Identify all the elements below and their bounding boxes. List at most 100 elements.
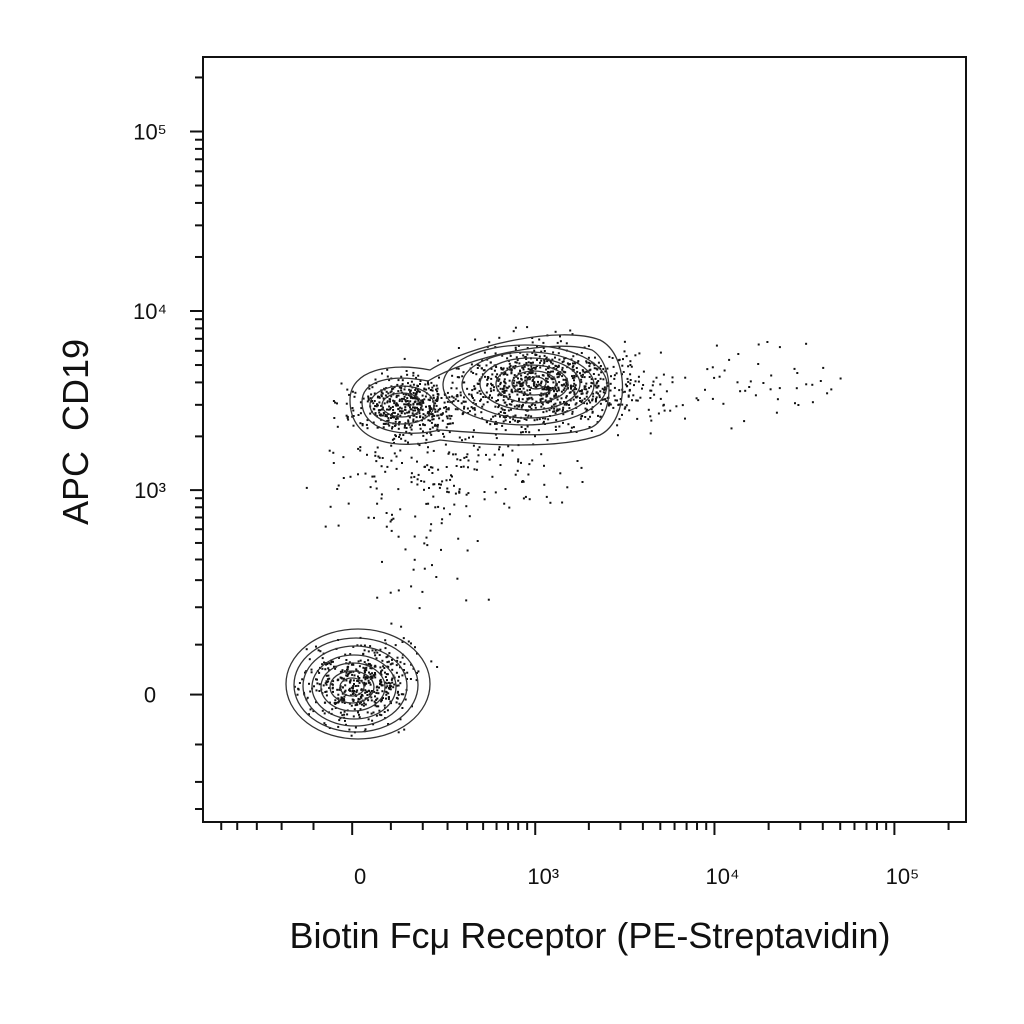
event-dot [406,400,409,402]
event-dot [583,371,586,374]
event-dot [416,483,419,486]
event-dot [437,505,440,508]
event-dot [613,386,616,389]
event-dot [453,484,455,487]
event-dot [328,669,331,672]
event-dot [573,379,575,382]
event-dot [384,681,387,684]
event-dot [451,401,453,404]
event-dot [446,487,449,490]
event-dot [574,396,577,399]
event-dot [657,412,660,415]
event-dot [361,703,363,706]
event-dot [400,437,403,440]
event-dot [371,719,374,722]
event-dot [561,361,564,363]
event-dot [416,478,419,481]
event-dot [597,361,600,364]
event-dot [530,396,533,399]
event-dot [554,412,557,415]
event-dot [432,384,435,387]
event-dot [604,398,607,401]
event-dot [541,403,544,406]
event-dot [581,369,584,372]
event-dot [523,418,526,420]
event-dot [424,383,427,386]
event-dot [367,650,370,653]
event-dot [601,409,604,412]
event-dot [587,418,590,421]
event-dot [437,414,440,417]
event-dot [395,701,398,704]
event-dot [392,399,395,402]
event-dot [332,660,334,663]
event-dot [414,393,417,396]
event-dot [404,422,407,425]
event-dot [492,389,495,392]
event-dot [305,648,308,651]
event-dot [441,419,444,422]
event-dot [523,365,526,368]
event-dot [358,713,360,716]
event-dot [423,424,426,427]
event-dot [529,389,531,391]
event-dot [532,361,534,364]
event-dot [386,465,389,468]
event-dot [432,495,435,498]
event-dot [631,399,633,402]
event-dot [576,370,579,373]
event-dot [384,422,387,425]
event-dot [366,675,369,678]
event-dot [681,404,684,407]
event-dot [506,373,509,376]
event-dot [555,365,558,368]
event-dot [590,430,593,432]
event-dot [423,567,426,570]
event-dot [397,679,400,682]
event-dot [357,660,360,663]
event-dot [514,365,517,367]
event-dot [348,689,351,692]
event-dot [609,389,612,392]
event-dot [509,368,512,371]
event-dot [342,477,345,479]
event-dot [574,403,577,406]
contour [495,364,569,404]
event-dot [543,464,545,467]
event-dot [581,392,584,395]
event-dot [357,700,360,703]
event-dot [376,396,379,399]
event-dot [575,402,578,405]
event-dot [387,408,390,411]
event-dot [397,589,400,592]
event-dot [374,649,377,652]
event-dot [581,389,583,392]
event-dot [448,422,451,425]
event-dot [587,344,590,347]
event-dot [528,397,531,400]
event-dot [418,390,421,393]
event-dot [386,655,389,658]
event-dot [805,383,808,386]
event-dot [563,371,566,374]
event-dot [355,703,358,705]
event-dot [603,386,606,389]
event-dot [338,700,341,703]
event-dot [601,387,604,390]
event-dot [381,560,383,563]
event-dot [468,515,471,518]
event-dot [412,409,415,412]
x-axis-label: Biotin Fcμ Receptor (PE-Streptavidin) [290,915,891,956]
event-dot [429,389,432,391]
event-dot [504,429,507,432]
event-dot [503,391,506,394]
event-dot [492,415,495,418]
event-dot [427,411,430,413]
event-dot [405,430,408,433]
event-dot [525,375,527,378]
event-dot [653,393,656,396]
event-dot [431,426,434,429]
event-dot [470,370,473,373]
event-dot [430,421,433,424]
event-dot [404,424,406,427]
